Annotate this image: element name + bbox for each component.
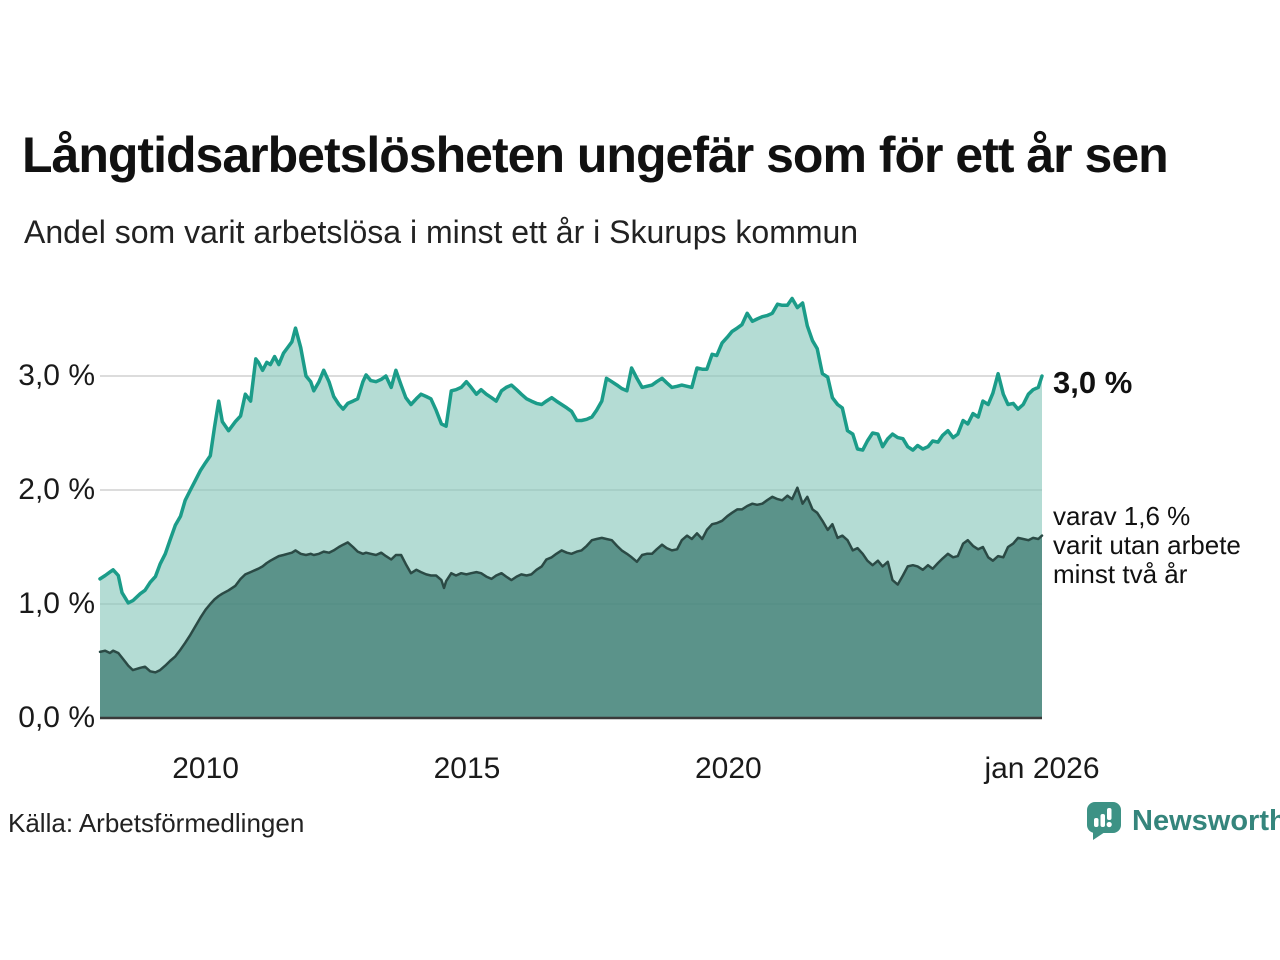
x-tick-label: jan 2026 (984, 752, 1100, 785)
x-tick-label: 2020 (694, 752, 762, 785)
newsworthy-logo-text: Newsworthy (1132, 804, 1280, 837)
y-tick-label: 0,0 % (18, 701, 95, 734)
x-tick-label: 2015 (433, 752, 501, 785)
source-credit: Källa: Arbetsförmedlingen (8, 808, 305, 838)
secondary-series-annotation: varav 1,6 % varit utan arbete minst två … (1053, 501, 1241, 589)
series-area-1 (100, 487, 1042, 718)
latest-total-value-label: 3,0 % (1053, 365, 1133, 400)
series-line-1 (98, 486, 1044, 674)
y-tick-label: 1,0 % (18, 587, 95, 620)
y-tick-label: 3,0 % (18, 359, 95, 392)
x-tick-label: 2010 (172, 752, 239, 785)
page-title: Långtidsarbetslösheten ungefär som för e… (22, 127, 1169, 183)
page-subtitle: Andel som varit arbetslösa i minst ett å… (24, 214, 859, 250)
y-tick-label: 2,0 % (18, 473, 95, 506)
newsworthy-logo: Newsworthy (1086, 800, 1280, 842)
series-line-0 (98, 296, 1044, 605)
newsworthy-logo-icon (1087, 802, 1121, 840)
